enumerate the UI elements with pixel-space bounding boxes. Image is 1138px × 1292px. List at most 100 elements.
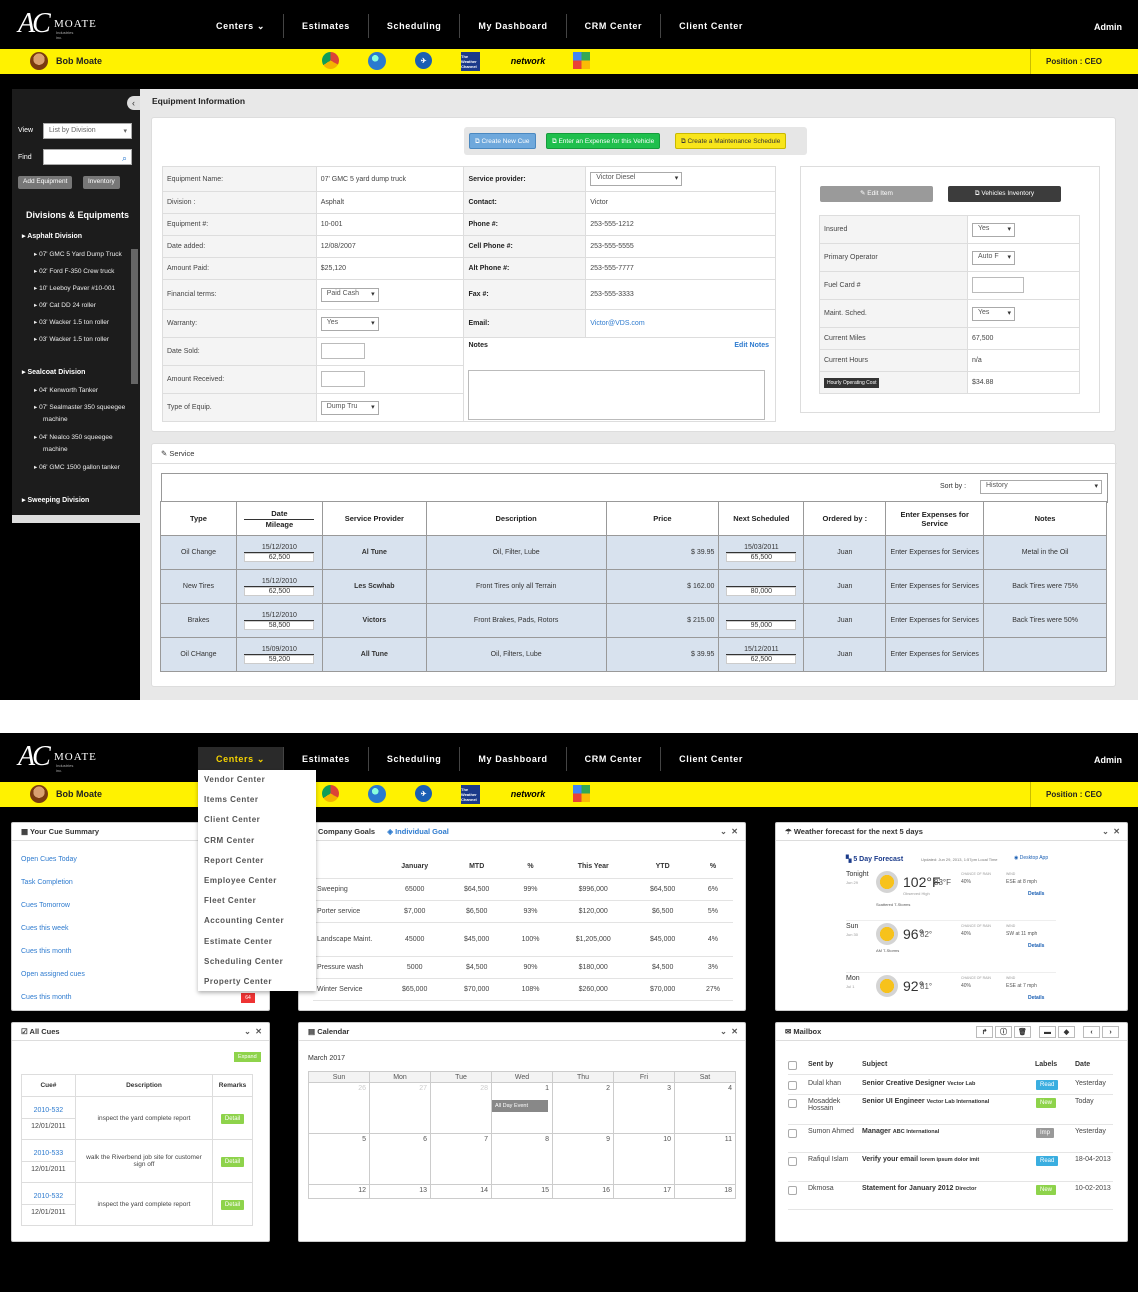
calendar-day[interactable]: 10 bbox=[613, 1133, 675, 1185]
calendar-day[interactable]: 13 bbox=[369, 1184, 431, 1199]
calendar-day[interactable]: 18 bbox=[674, 1184, 736, 1199]
mail-checkbox[interactable] bbox=[788, 1186, 797, 1195]
mail-row[interactable]: Dkmosa Statement for January 2012 Directo… bbox=[788, 1182, 1113, 1210]
calendar-day[interactable]: 15 bbox=[491, 1184, 553, 1199]
cue-summary-link[interactable]: Cues this month bbox=[21, 994, 72, 1001]
vehicles-inventory-button[interactable]: ⧉ Vehicles Inventory bbox=[948, 186, 1061, 202]
field-select[interactable]: Yes bbox=[320, 316, 379, 331]
menu-item[interactable]: Report Center bbox=[204, 855, 264, 865]
maps-icon[interactable] bbox=[573, 785, 590, 802]
create-cue-button[interactable]: ⧉ Create New Cue bbox=[469, 133, 536, 149]
nav-estimates[interactable]: Estimates bbox=[284, 747, 369, 771]
menu-item[interactable]: CRM Center bbox=[204, 835, 255, 845]
nav-client[interactable]: Client Center bbox=[679, 21, 743, 31]
table-row[interactable]: Oil Change 15/12/2010 62,500 Al Tune Oil, Fi… bbox=[160, 535, 1107, 570]
calendar-day[interactable]: 12 bbox=[308, 1184, 370, 1199]
enter-expense-link[interactable]: Enter Expenses for Services bbox=[885, 637, 985, 672]
delete-icon[interactable]: 🗑 bbox=[1014, 1026, 1031, 1038]
mail-row[interactable]: Sumon Ahmed Manager ABC International Imp Y… bbox=[788, 1125, 1113, 1153]
calendar-day[interactable]: 2 bbox=[552, 1082, 614, 1134]
collapse-icon[interactable]: ‹ bbox=[127, 96, 140, 110]
enter-expense-link[interactable]: Enter Expenses for Services bbox=[885, 535, 985, 570]
sidebar-scrollbar[interactable] bbox=[131, 249, 138, 384]
admin-link[interactable]: Admin bbox=[1094, 755, 1122, 765]
mail-row[interactable]: Rafiqul Islam Verify your email lorem ips… bbox=[788, 1153, 1113, 1182]
nav-scheduling[interactable]: Scheduling bbox=[369, 747, 461, 771]
calendar-day[interactable]: 28 bbox=[430, 1082, 492, 1134]
calendar-day[interactable]: 14 bbox=[430, 1184, 492, 1199]
nav-centers[interactable]: Centers ⌄ bbox=[198, 14, 284, 38]
inventory-button[interactable]: Inventory bbox=[83, 176, 120, 189]
details-link[interactable]: Details bbox=[1028, 891, 1045, 897]
maps-icon[interactable] bbox=[573, 52, 590, 69]
equipment-item[interactable]: ▸ 03' Wacker 1.5 ton roller bbox=[34, 318, 134, 326]
view-select[interactable]: List by Division ▾ bbox=[43, 123, 132, 139]
calendar-event[interactable]: All Day Event bbox=[492, 1100, 548, 1112]
logo-2[interactable]: AC MOATE Industries inc. bbox=[18, 741, 96, 773]
calendar-day[interactable]: 8 bbox=[491, 1133, 553, 1185]
equipment-item[interactable]: ▸ 06' GMC 1500 gallon tanker bbox=[34, 463, 134, 471]
chrome-icon[interactable] bbox=[322, 785, 339, 802]
widget-controls[interactable]: ⌄ ✕ bbox=[720, 1027, 738, 1036]
division-2[interactable]: ▸ Sweeping Division bbox=[22, 496, 89, 504]
side-select[interactable]: Yes bbox=[972, 222, 1015, 237]
field-select[interactable]: Dump Tru bbox=[320, 400, 379, 415]
admin-link[interactable]: Admin bbox=[1094, 22, 1122, 32]
reply-icon[interactable]: ↱ bbox=[976, 1026, 993, 1038]
mail-row[interactable]: Dulal khan Senior Creative Designer Vecto… bbox=[788, 1077, 1113, 1095]
edit-item-button[interactable]: ✎ Edit Item bbox=[820, 186, 933, 202]
noaa-icon[interactable]: ✈ bbox=[415, 52, 432, 69]
equipment-item[interactable]: machine bbox=[43, 416, 143, 423]
calendar-day[interactable]: 11 bbox=[674, 1133, 736, 1185]
menu-item[interactable]: Items Center bbox=[204, 795, 259, 805]
widget-controls[interactable]: ⌄ ✕ bbox=[1102, 827, 1120, 836]
folder-icon[interactable]: ▬ bbox=[1039, 1026, 1056, 1038]
menu-item[interactable]: Accounting Center bbox=[204, 916, 285, 926]
menu-item[interactable]: Vendor Center bbox=[204, 775, 266, 784]
prev-icon[interactable]: ‹ bbox=[1083, 1026, 1100, 1038]
nav-crm[interactable]: CRM Center bbox=[567, 747, 662, 771]
expense-button[interactable]: ⧉ Enter an Expense for this Vehicle bbox=[546, 133, 661, 149]
menu-item[interactable]: Property Center bbox=[204, 976, 272, 986]
sort-select[interactable]: History bbox=[980, 480, 1102, 494]
equipment-item[interactable]: ▸ 04' Nealco 350 squeegee bbox=[34, 433, 134, 441]
next-miles[interactable]: 62,500 bbox=[726, 654, 797, 664]
select-all-checkbox[interactable] bbox=[788, 1061, 797, 1070]
next-miles[interactable]: 80,000 bbox=[726, 586, 797, 596]
nav-dashboard[interactable]: My Dashboard bbox=[460, 14, 567, 38]
next-miles[interactable]: 65,500 bbox=[726, 552, 797, 562]
equipment-item[interactable]: ▸ 10' Leeboy Paver #10-001 bbox=[34, 284, 134, 292]
tag-icon[interactable]: ◆ bbox=[1058, 1026, 1075, 1038]
calendar-day[interactable]: 6 bbox=[369, 1133, 431, 1185]
equipment-item[interactable]: ▸ 02' Ford F-350 Crew truck bbox=[34, 267, 134, 275]
email-link[interactable]: Victor@VDS.com bbox=[590, 320, 645, 327]
noaa-icon[interactable]: ✈ bbox=[415, 785, 432, 802]
field-select[interactable]: Paid Cash bbox=[320, 287, 379, 302]
calendar-day[interactable]: 4 bbox=[674, 1082, 736, 1134]
equipment-item[interactable]: ▸ 03' Wacker 1.5 ton roller bbox=[34, 335, 134, 343]
sidebar-hscrollbar[interactable] bbox=[12, 515, 140, 523]
find-input[interactable]: ⌕ bbox=[43, 149, 132, 165]
calendar-day[interactable]: 26 bbox=[308, 1082, 370, 1134]
calendar-day[interactable]: 5 bbox=[308, 1133, 370, 1185]
calendar-day[interactable]: 16 bbox=[552, 1184, 614, 1199]
nav-dashboard[interactable]: My Dashboard bbox=[460, 747, 567, 771]
logo[interactable]: AC MOATE Industries inc. bbox=[18, 8, 96, 40]
cue-summary-link[interactable]: Open assigned cues bbox=[21, 971, 85, 978]
mail-checkbox[interactable] bbox=[788, 1157, 797, 1166]
calendar-day[interactable]: 27 bbox=[369, 1082, 431, 1134]
enter-expense-link[interactable]: Enter Expenses for Services bbox=[885, 603, 985, 638]
network-icon[interactable]: network bbox=[510, 56, 546, 66]
desktop-app-link[interactable]: ◉ Desktop App bbox=[1014, 855, 1048, 861]
widget-controls[interactable]: ⌄ ✕ bbox=[720, 827, 738, 836]
equipment-item[interactable]: ▸ 09' Cat DD 24 roller bbox=[34, 301, 134, 309]
cue-summary-link[interactable]: Task Completion bbox=[21, 879, 73, 886]
avatar[interactable] bbox=[30, 52, 48, 70]
enter-expense-link[interactable]: Enter Expenses for Services bbox=[885, 569, 985, 604]
cue-summary-link[interactable]: Open Cues Today bbox=[21, 856, 77, 863]
globe-icon[interactable] bbox=[368, 52, 386, 70]
menu-item[interactable]: Estimate Center bbox=[204, 936, 273, 946]
calendar-day[interactable]: 7 bbox=[430, 1133, 492, 1185]
equipment-item[interactable]: ▸ 04' Kenworth Tanker bbox=[34, 386, 134, 394]
field-input[interactable] bbox=[320, 370, 365, 387]
